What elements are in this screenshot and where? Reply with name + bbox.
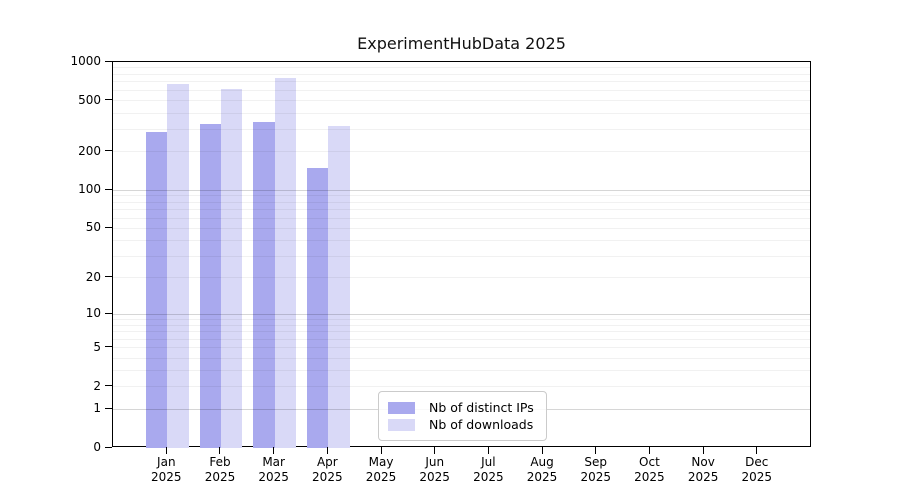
gridline-y-3 (113, 370, 810, 372)
x-tick (380, 447, 382, 454)
bar-downloads-mar (274, 78, 296, 448)
y-tick-label: 500 (78, 92, 101, 107)
gridline-y-9 (113, 318, 810, 320)
gridline-y-60 (113, 217, 810, 219)
plot-area (112, 61, 811, 448)
y-tick-label: 1000 (70, 54, 101, 68)
gridline-y-50 (113, 227, 810, 229)
y-tick (105, 385, 112, 387)
gridline-y-700 (113, 81, 810, 83)
x-tick (648, 447, 650, 454)
x-tick (541, 447, 543, 454)
x-tick-label-apr: Apr 2025 (312, 455, 343, 484)
gridline-y-800 (113, 73, 810, 75)
gridline-y-2 (113, 386, 810, 388)
bars-layer (113, 62, 810, 448)
y-tick (105, 99, 112, 101)
x-tick-label-nov: Nov 2025 (687, 455, 719, 484)
x-tick-label-jan: Jan 2025 (151, 455, 182, 484)
y-tick-label: 5 (93, 339, 101, 354)
gridline-y-6 (113, 338, 810, 340)
x-tick (756, 447, 758, 454)
gridline-y-20 (113, 277, 810, 279)
x-tick (326, 447, 328, 454)
x-tick-label-dec: Dec 2025 (741, 455, 773, 484)
legend-label-downloads: Nb of downloads (429, 417, 534, 432)
gridline-y-4 (113, 357, 810, 359)
y-tick-label: 100 (78, 182, 101, 197)
y-tick-label: 2 (93, 378, 101, 393)
x-tick (434, 447, 436, 454)
x-tick-label-feb: Feb 2025 (204, 455, 236, 484)
gridline-y-400 (113, 112, 810, 114)
y-tick-label: 20 (85, 269, 101, 284)
x-tick-label-may: May 2025 (365, 455, 397, 484)
x-tick-label-mar: Mar 2025 (258, 455, 289, 484)
distinct-ips-swatch-icon (388, 401, 415, 414)
gridline-y-80 (113, 201, 810, 203)
gridline-y-300 (113, 128, 810, 130)
gridline-y-7 (113, 331, 810, 333)
gridline-y-100 (113, 189, 810, 191)
x-tick-label-jul: Jul 2025 (473, 455, 504, 484)
y-tick-label: 0 (93, 440, 101, 454)
bar-distinct-ips-mar (253, 122, 275, 448)
gridline-y-30 (113, 255, 810, 257)
x-tick-label-oct: Oct 2025 (634, 455, 665, 484)
gridline-y-70 (113, 209, 810, 211)
y-tick (105, 188, 112, 190)
y-tick (105, 150, 112, 152)
grid-layer (113, 62, 810, 446)
gridline-y-40 (113, 240, 810, 242)
gridline-y-90 (113, 195, 810, 197)
y-tick (105, 446, 112, 448)
x-tick (219, 447, 221, 454)
bar-distinct-ips-jan (146, 131, 168, 448)
y-tick (105, 312, 112, 314)
x-tick (702, 447, 704, 454)
gridline-y-10 (113, 313, 810, 315)
downloads-swatch-icon (388, 418, 415, 431)
y-tick (105, 276, 112, 278)
bar-downloads-feb (220, 88, 243, 448)
x-tick-label-sep: Sep 2025 (580, 455, 611, 484)
legend: Nb of distinct IPs Nb of downloads (378, 391, 547, 441)
y-tick-label: 10 (85, 306, 101, 321)
bar-distinct-ips-apr (307, 167, 329, 448)
y-tick (105, 60, 112, 62)
y-tick-label: 200 (78, 143, 101, 158)
legend-label-distinct-ips: Nb of distinct IPs (429, 400, 534, 415)
gridline-y-8 (113, 324, 810, 326)
bar-downloads-apr (328, 126, 350, 448)
x-tick (487, 447, 489, 454)
x-tick (273, 447, 275, 454)
x-tick (595, 447, 597, 454)
chart-title: ExperimentHubData 2025 (357, 34, 566, 53)
y-tick (105, 226, 112, 228)
gridline-y-500 (113, 100, 810, 102)
x-tick-label-aug: Aug 2025 (526, 455, 558, 484)
gridline-y-5 (113, 347, 810, 349)
legend-item-downloads: Nb of downloads (388, 417, 534, 432)
y-tick-label: 50 (85, 220, 101, 235)
gridline-y-900 (113, 67, 810, 69)
y-tick (105, 407, 112, 409)
x-tick-label-jun: Jun 2025 (419, 455, 450, 484)
legend-item-distinct-ips: Nb of distinct IPs (388, 400, 534, 415)
gridline-y-600 (113, 90, 810, 91)
gridline-y-200 (113, 151, 810, 153)
bar-distinct-ips-feb (199, 123, 221, 448)
y-tick-label: 1 (93, 401, 101, 416)
bar-downloads-jan (167, 84, 189, 448)
y-tick (105, 346, 112, 348)
x-tick (165, 447, 167, 454)
